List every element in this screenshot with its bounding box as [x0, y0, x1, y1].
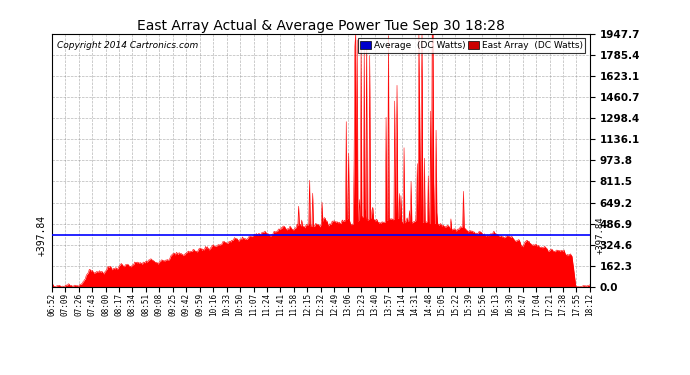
Text: +397.84: +397.84 — [37, 214, 46, 256]
Text: +397.84: +397.84 — [595, 216, 604, 254]
Text: Copyright 2014 Cartronics.com: Copyright 2014 Cartronics.com — [57, 41, 199, 50]
Legend: Average  (DC Watts), East Array  (DC Watts): Average (DC Watts), East Array (DC Watts… — [357, 38, 585, 53]
Title: East Array Actual & Average Power Tue Sep 30 18:28: East Array Actual & Average Power Tue Se… — [137, 19, 505, 33]
